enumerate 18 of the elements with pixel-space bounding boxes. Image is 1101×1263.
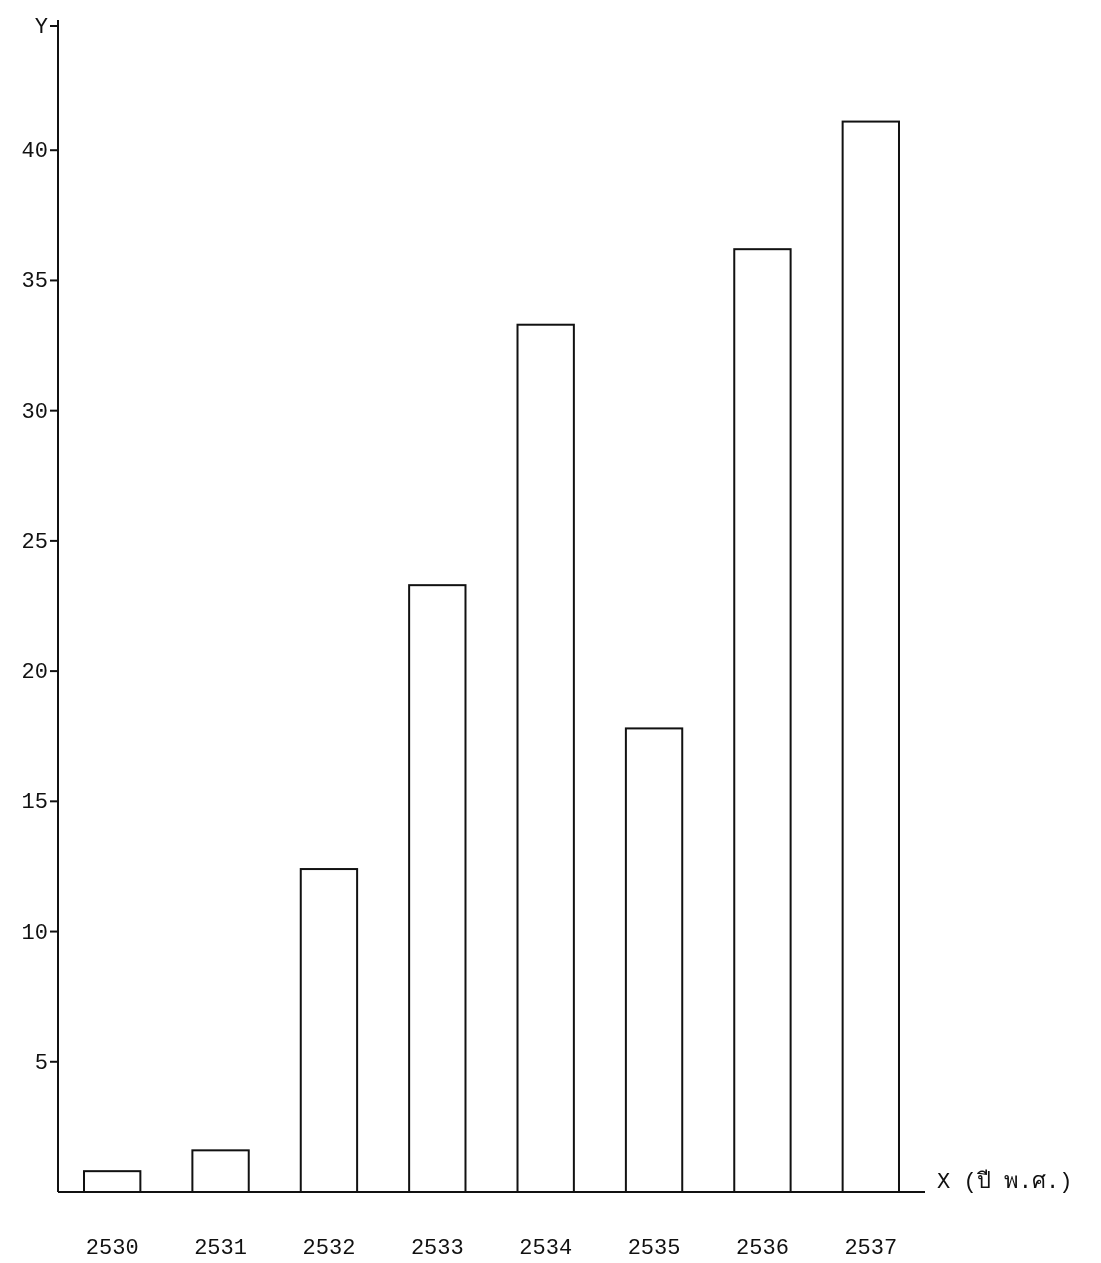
x-tick-label: 2536 (736, 1236, 789, 1261)
y-tick-label: 10 (21, 920, 48, 946)
x-tick-label: 2535 (627, 1236, 681, 1261)
y-tick-label: 25 (21, 529, 48, 555)
y-tick-label: 35 (21, 269, 48, 295)
y-tick-label: 20 (21, 660, 48, 686)
x-tick-label: 2531 (194, 1236, 247, 1261)
x-tick-label: 2530 (85, 1236, 139, 1261)
y-tick-label: 15 (21, 790, 48, 816)
x-tick-label: 2533 (410, 1236, 464, 1261)
x-tick-label: 2537 (844, 1236, 898, 1261)
x-tick-label: 2532 (302, 1236, 356, 1261)
y-tick-label: 30 (21, 399, 48, 425)
y-tick-label: 40 (21, 139, 48, 165)
y-tick-label: 5 (34, 1050, 48, 1076)
x-tick-label: 2534 (519, 1236, 573, 1261)
y-axis-title: Y (34, 15, 48, 40)
x-axis-title: X (ปี พ.ศ.) (937, 1169, 1073, 1195)
